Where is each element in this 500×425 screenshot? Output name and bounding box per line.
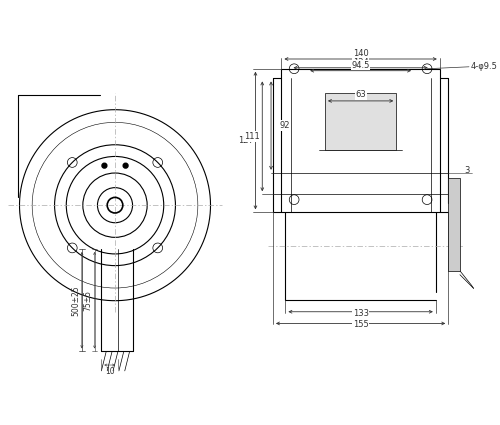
Text: 63: 63	[355, 90, 366, 99]
Text: 140: 140	[352, 49, 368, 58]
Circle shape	[123, 163, 128, 168]
Text: 75±5: 75±5	[84, 290, 92, 311]
Text: 10: 10	[105, 367, 115, 376]
Text: 4-φ9.5: 4-φ9.5	[471, 62, 498, 71]
Bar	[448, 178, 460, 271]
Text: 127: 127	[238, 136, 254, 145]
Text: 133: 133	[352, 309, 368, 317]
Bar	[325, 93, 396, 150]
Circle shape	[102, 163, 107, 168]
Text: 92: 92	[280, 121, 290, 130]
Text: 500±25: 500±25	[71, 285, 80, 315]
Text: 3: 3	[464, 166, 469, 175]
Text: 155: 155	[352, 320, 368, 329]
Text: 111: 111	[244, 132, 260, 141]
Text: 94.5: 94.5	[352, 61, 370, 70]
Text: 124: 124	[352, 58, 368, 67]
